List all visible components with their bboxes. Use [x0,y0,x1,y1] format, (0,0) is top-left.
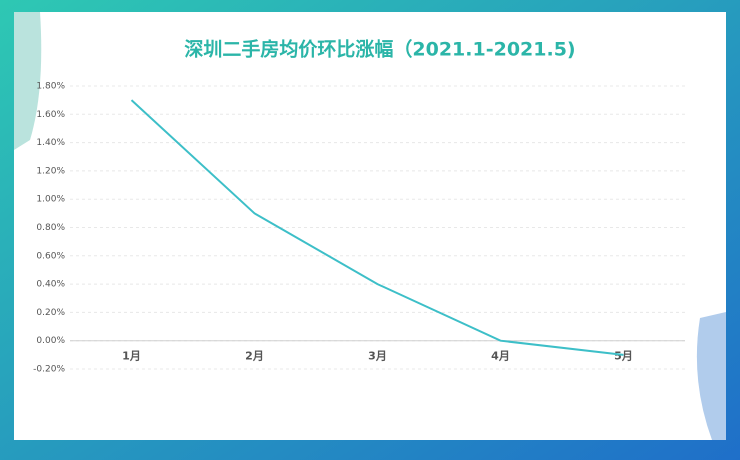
y-tick-label: 0.80% [36,223,65,233]
y-tick-label: 1.00% [36,195,65,205]
x-tick-label: 2月 [245,350,264,363]
x-tick-label: 4月 [491,350,510,363]
y-tick-label: 1.60% [36,110,65,120]
plot: -0.20% 0.00% 0.20% 0.40% 0.60% 0.80% 1.00% 1.20… [33,82,685,375]
chart-title: 深圳二手房均价环比涨幅（2021.1-2021.5) [184,38,575,61]
decoration [14,12,42,150]
y-tick-label: 0.60% [36,251,65,261]
y-tick-label: -0.20% [33,365,65,375]
y-tick-label: 1.80% [36,82,65,92]
x-tick-label: 3月 [368,350,387,363]
x-tick-label: 1月 [122,350,141,363]
y-tick-label: 0.40% [36,280,65,290]
x-tick-label: 5月 [614,350,633,363]
decoration [696,312,726,440]
panel [14,12,726,440]
line [130,99,624,356]
y-tick-label: 1.20% [36,166,65,176]
y-tick-label: 0.20% [36,308,65,318]
y-tick-label: 0.00% [36,336,65,346]
y-tick-label: 1.40% [36,138,65,148]
